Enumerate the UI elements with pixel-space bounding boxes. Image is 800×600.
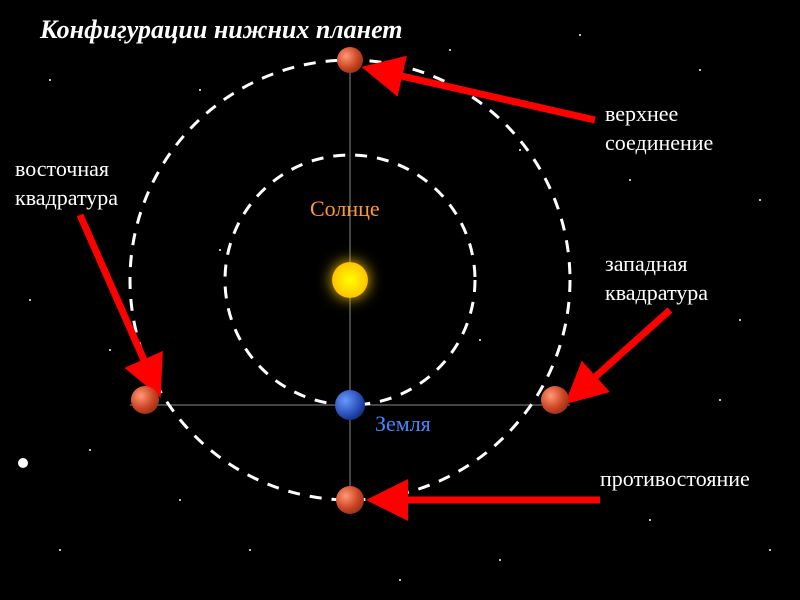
sun-body (332, 262, 368, 298)
arrow_top (375, 70, 595, 120)
earth-body (335, 390, 365, 420)
planet-left (131, 386, 159, 414)
label-sun_label: Солнце (310, 195, 380, 224)
planetary-diagram: верхнее соединение восточная квадратура за… (0, 0, 800, 600)
arrow_right (575, 310, 670, 395)
label-western_quadrature: западная квадратура (605, 250, 708, 307)
label-upper_conjunction: верхнее соединение (605, 100, 713, 157)
label-opposition: противостояние (600, 465, 750, 494)
label-eastern_quadrature: восточная квадратура (15, 155, 118, 212)
planet-bottom (336, 486, 364, 514)
arrow_left (80, 215, 155, 385)
planet-right (541, 386, 569, 414)
planet-top (337, 47, 363, 73)
label-earth_label: Земля (375, 410, 431, 439)
